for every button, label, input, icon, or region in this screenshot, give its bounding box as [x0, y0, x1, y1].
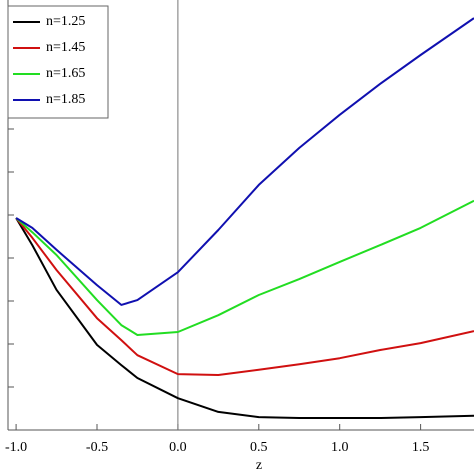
x-tick-label: 0.0 — [169, 440, 187, 455]
x-tick-label: 1.5 — [412, 440, 430, 455]
x-tick-label: 1.0 — [331, 440, 349, 455]
x-tick-label: -0.5 — [86, 440, 108, 455]
series-line — [15, 199, 474, 336]
series-line — [15, 217, 474, 419]
series-line — [15, 217, 474, 376]
series-line — [15, 17, 474, 306]
legend-label: n=1.65 — [46, 66, 85, 81]
legend-label: n=1.85 — [46, 92, 85, 107]
x-tick-label: 0.5 — [250, 440, 268, 455]
x-tick-label: -1.0 — [5, 440, 27, 455]
x-axis-label: z — [256, 458, 262, 473]
legend-label: n=1.45 — [46, 40, 85, 55]
legend-label: n=1.25 — [46, 14, 85, 29]
